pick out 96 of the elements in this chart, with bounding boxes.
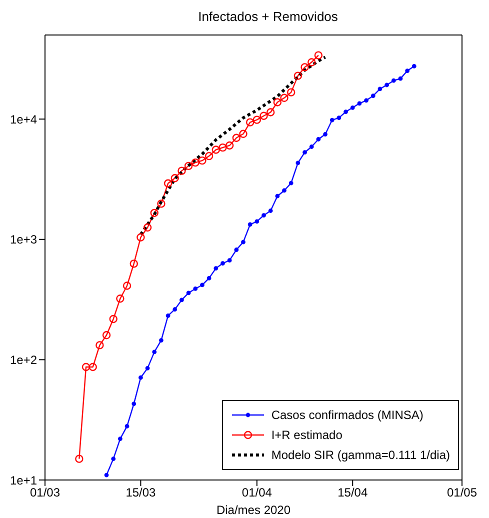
- point: [275, 194, 280, 198]
- point: [227, 258, 232, 263]
- point: [391, 78, 396, 83]
- point: [88, 362, 97, 372]
- point: [225, 141, 234, 150]
- point: [248, 222, 252, 227]
- point: [336, 116, 342, 120]
- point: [143, 223, 152, 232]
- point: [308, 58, 316, 66]
- point: [75, 454, 84, 463]
- point: [350, 105, 355, 110]
- point: [384, 82, 390, 88]
- point: [309, 144, 314, 149]
- point: [287, 88, 296, 96]
- point: [412, 64, 416, 68]
- point: [288, 180, 294, 186]
- point: [266, 108, 275, 116]
- y-tick-label: 1e+2: [10, 352, 38, 367]
- point: [193, 286, 198, 291]
- point: [138, 375, 143, 380]
- point: [130, 260, 138, 268]
- point: [344, 110, 348, 114]
- point: [300, 63, 309, 72]
- point: [180, 298, 184, 302]
- point: [357, 101, 362, 106]
- point: [132, 402, 136, 406]
- point: [316, 137, 321, 142]
- point: [378, 86, 382, 92]
- point: [296, 160, 300, 166]
- point: [252, 116, 262, 124]
- point: [136, 233, 145, 242]
- point: [234, 248, 239, 252]
- point: [280, 94, 288, 102]
- point: [398, 76, 403, 81]
- point: [241, 240, 246, 244]
- point: [314, 51, 323, 60]
- point: [254, 219, 260, 224]
- point: [198, 156, 206, 165]
- legend-label: I+R estimado: [271, 427, 342, 444]
- x-tick-label: 15/04: [338, 486, 368, 500]
- point: [111, 456, 116, 462]
- x-tick-label: 01/05: [446, 486, 478, 500]
- point: [116, 294, 124, 303]
- legend-label: Casos confirmados (MINSA): [271, 407, 424, 424]
- point: [405, 68, 410, 73]
- point: [164, 179, 172, 188]
- point: [220, 261, 225, 266]
- point: [124, 424, 130, 428]
- point: [206, 276, 212, 280]
- point: [282, 188, 286, 193]
- point: [152, 350, 157, 354]
- point: [159, 338, 164, 342]
- point: [239, 130, 248, 138]
- point: [364, 98, 368, 103]
- legend-label: Modelo SIR (gamma=0.111 1/dia): [271, 447, 450, 464]
- point: [150, 208, 158, 218]
- point: [260, 112, 268, 120]
- point: [172, 307, 178, 312]
- point: [204, 152, 214, 160]
- point: [262, 213, 266, 218]
- point: [102, 331, 111, 340]
- point: [214, 266, 218, 271]
- point: [246, 118, 254, 126]
- point: [82, 362, 90, 372]
- x-tick-label: 01/03: [30, 486, 60, 500]
- point: [186, 290, 191, 296]
- point: [96, 341, 104, 350]
- point: [109, 314, 118, 324]
- point: [323, 132, 328, 136]
- point: [273, 98, 282, 106]
- y-tick-label: 1e+4: [10, 112, 38, 126]
- point: [370, 94, 376, 98]
- point: [184, 162, 193, 170]
- y-tick-label: 1e+3: [10, 232, 38, 247]
- point: [191, 158, 200, 167]
- point: [122, 282, 132, 290]
- point: [294, 72, 302, 80]
- point: [330, 118, 334, 122]
- x-tick-label: 15/03: [126, 486, 156, 500]
- point: [166, 314, 170, 318]
- point: [232, 134, 241, 142]
- x-tick-label: 01/04: [242, 486, 272, 500]
- point: [170, 174, 179, 182]
- chart-title: Infectados + Removidos: [197, 8, 339, 26]
- point: [157, 200, 166, 208]
- point: [302, 150, 307, 155]
- point: [212, 146, 220, 154]
- point: [104, 472, 109, 478]
- point: [218, 143, 227, 152]
- point: [118, 436, 122, 442]
- point: [178, 166, 186, 175]
- x-axis-title: Dia/mes 2020: [216, 503, 291, 517]
- point: [145, 366, 150, 370]
- y-tick-label: 1e+1: [10, 473, 38, 488]
- point: [200, 282, 204, 288]
- point: [268, 208, 273, 213]
